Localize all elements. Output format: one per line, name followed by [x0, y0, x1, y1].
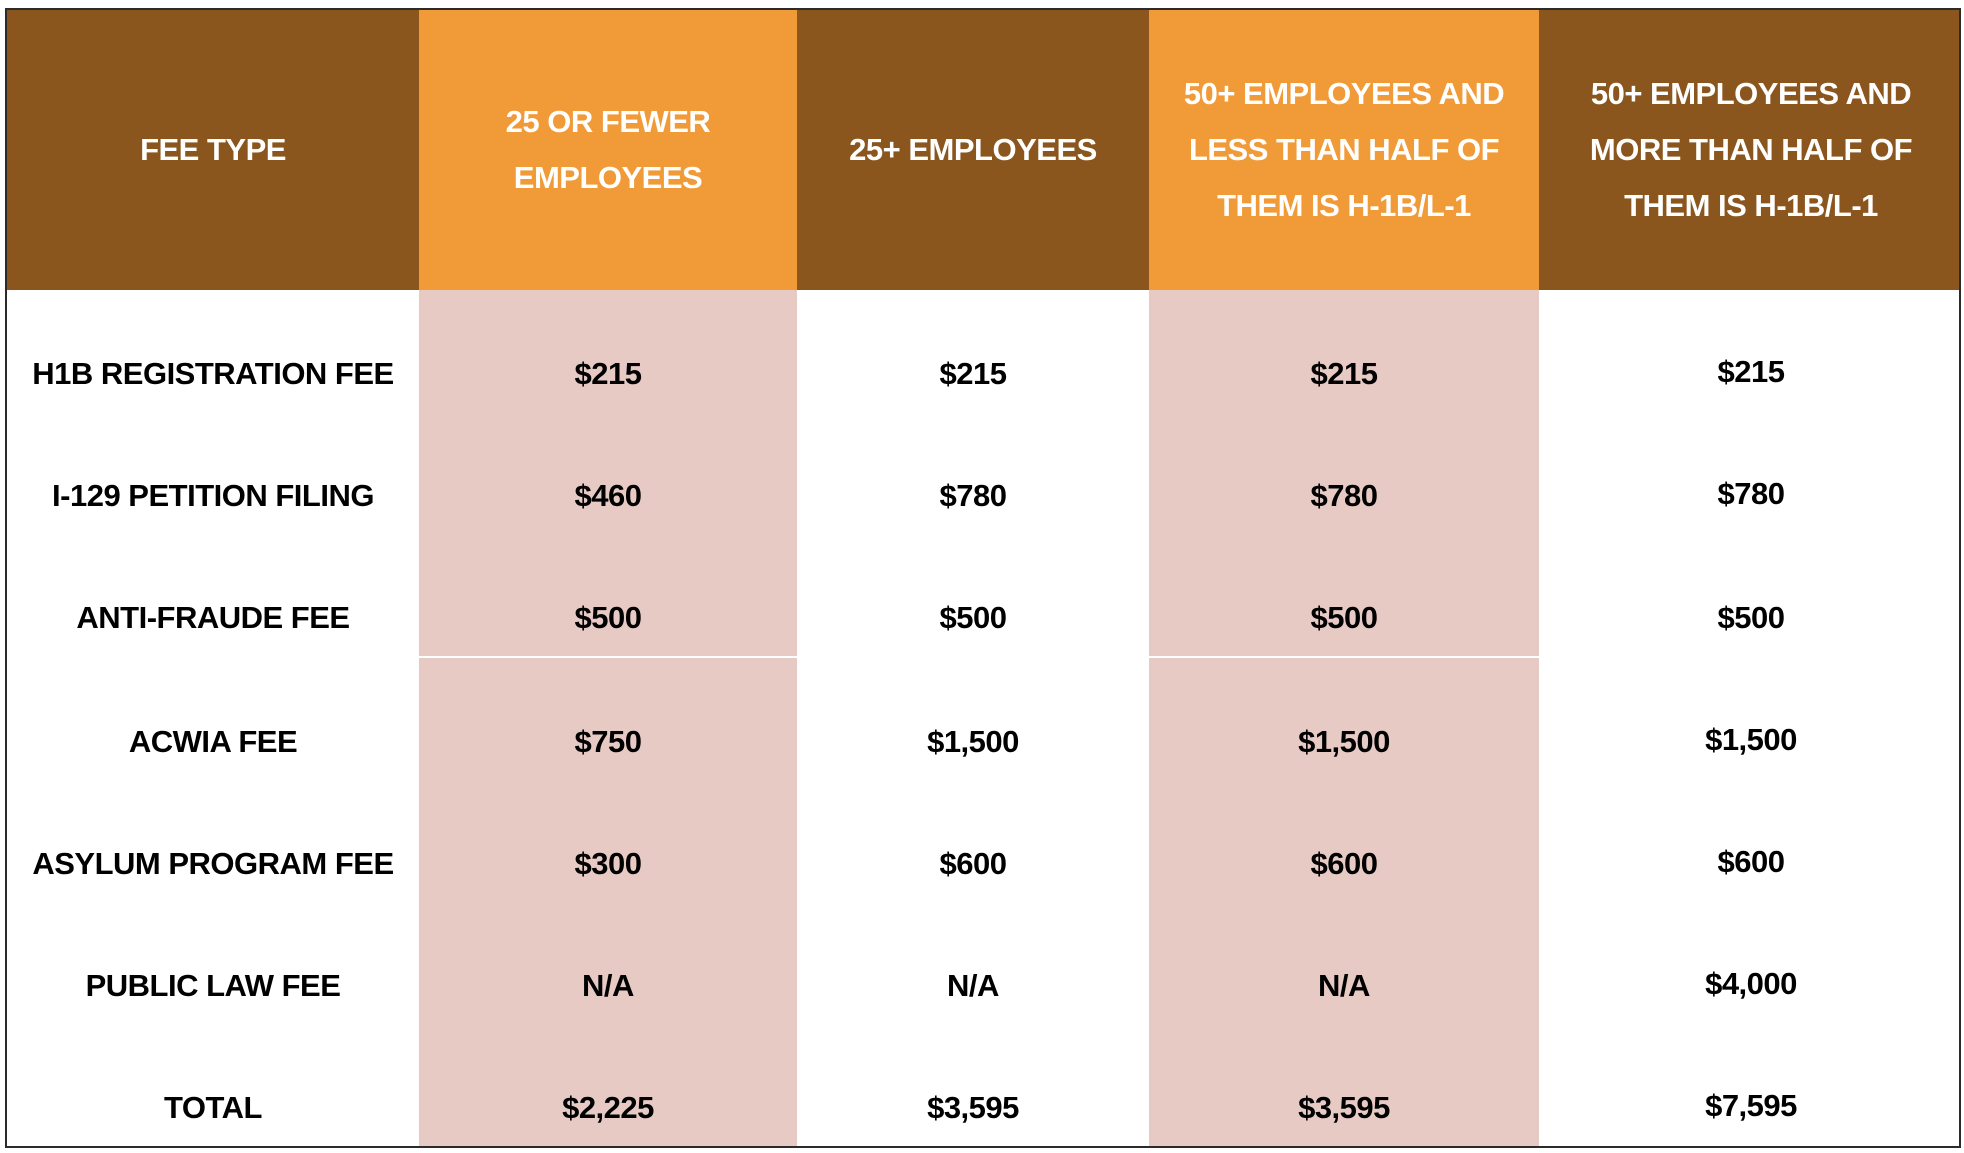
fee-cell: $215	[939, 356, 1007, 391]
total-cell: $2,225	[562, 1090, 654, 1125]
fee-cell: $500	[1717, 600, 1785, 635]
fee-cell: $215	[574, 356, 642, 391]
fee-cell: $1,500	[1705, 722, 1797, 757]
fee-cell: $600	[1717, 844, 1785, 879]
fee-cell: $300	[574, 846, 642, 881]
header-25-or-fewer: 25 OR FEWER EMPLOYEES	[419, 10, 797, 290]
fee-cell: N/A	[1318, 968, 1370, 1003]
total-cell: $7,595	[1705, 1088, 1797, 1123]
fee-cell: $460	[574, 478, 642, 513]
header-50-plus-more-half: 50+ EMPLOYEES AND MORE THAN HALF OF THEM…	[1539, 10, 1959, 290]
fee-type-cell: I-129 PETITION FILING	[52, 478, 374, 513]
fee-type-cell: H1B REGISTRATION FEE	[32, 356, 394, 391]
fee-cell: $600	[939, 846, 1007, 881]
row-divider	[419, 656, 797, 658]
fee-cell: $500	[574, 600, 642, 635]
total-cell: $3,595	[1298, 1090, 1390, 1125]
row-divider	[1149, 656, 1539, 658]
fee-cell: $780	[939, 478, 1007, 513]
fee-cell: N/A	[947, 968, 999, 1003]
fee-type-cell: ASYLUM PROGRAM FEE	[32, 846, 394, 881]
fee-cell: $4,000	[1705, 966, 1797, 1001]
fee-cell: $780	[1310, 478, 1378, 513]
fee-cell: $1,500	[927, 724, 1019, 759]
total-label-cell: TOTAL	[164, 1090, 262, 1125]
fee-cell: $600	[1310, 846, 1378, 881]
fee-cell: $215	[1717, 354, 1785, 389]
header-50-plus-less-half: 50+ EMPLOYEES AND LESS THAN HALF OF THEM…	[1149, 10, 1539, 290]
fee-table: FEE TYPE 25 OR FEWER EMPLOYEES 25+ EMPLO…	[5, 8, 1961, 1148]
fee-cell: $215	[1310, 356, 1378, 391]
fee-cell: N/A	[582, 968, 634, 1003]
header-fee-type: FEE TYPE	[7, 10, 419, 290]
fee-type-cell: ANTI-FRAUDE FEE	[76, 600, 350, 635]
fee-cell: $780	[1717, 476, 1785, 511]
fee-type-cell: ACWIA FEE	[128, 724, 298, 759]
total-cell: $3,595	[927, 1090, 1019, 1125]
fee-cell: $1,500	[1298, 724, 1390, 759]
fee-cell: $500	[1310, 600, 1378, 635]
fee-cell: $750	[574, 724, 642, 759]
fee-cell: $500	[939, 600, 1007, 635]
fee-type-cell: PUBLIC LAW FEE	[85, 968, 341, 1003]
header-25-plus: 25+ EMPLOYEES	[797, 10, 1149, 290]
